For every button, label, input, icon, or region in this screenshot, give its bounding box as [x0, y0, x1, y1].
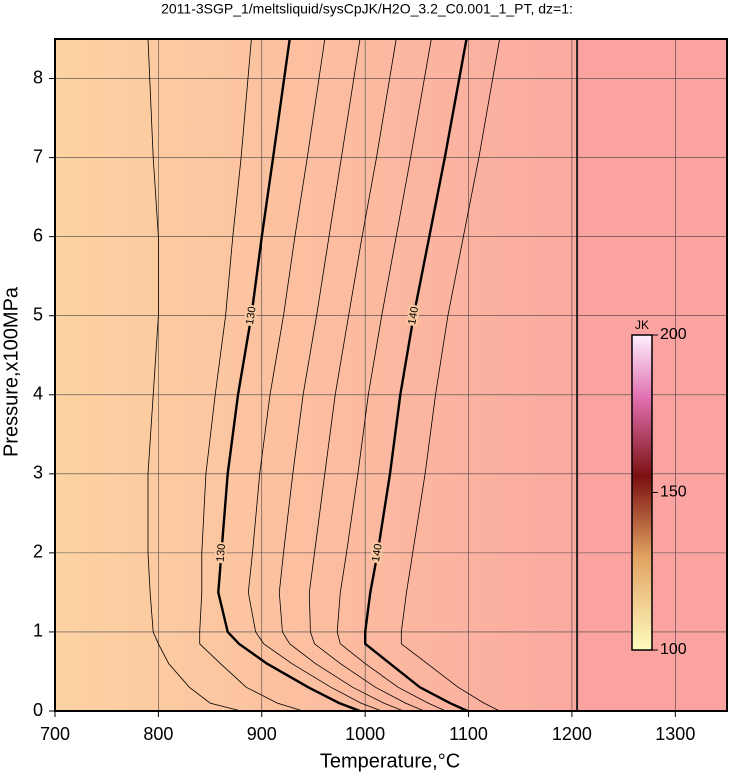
y-tick-label: 2: [33, 542, 43, 562]
contour-line: [400, 39, 500, 711]
x-tick-label: 1100: [449, 724, 488, 744]
y-tick-label: 5: [33, 304, 43, 324]
contour-line: [336, 39, 446, 711]
contour-line: [217, 39, 361, 711]
colorbar-label: JK: [635, 318, 649, 332]
x-tick-label: 1300: [655, 724, 695, 744]
colorbar-tick-label: 100: [660, 641, 687, 658]
contour-label: 130: [215, 543, 228, 562]
x-tick-label: 1000: [345, 724, 385, 744]
colorbar: [631, 334, 653, 651]
contour-label: 140: [406, 306, 421, 326]
contour-line: [364, 39, 468, 711]
y-tick-label: 7: [33, 146, 43, 166]
contour-line: [308, 39, 425, 711]
plot-area: 130 130 140 140: [55, 39, 727, 711]
chart-title: 2011-3SGP_1/meltsliquid/sysCpJK/H2O_3.2_…: [161, 1, 573, 17]
y-tick-label: 8: [33, 67, 43, 87]
contour-label: 140: [370, 543, 385, 563]
plot-frame: [54, 38, 728, 712]
contour-line: [247, 39, 382, 711]
y-tick-label: 4: [33, 384, 43, 404]
plot-background: [55, 39, 578, 711]
x-axis-label: Temperature,°C: [320, 750, 460, 772]
x-tick-label: 800: [143, 724, 173, 744]
colorbar-tick-label: 200: [660, 326, 687, 343]
y-axis-label: Pressure,x100MPa: [0, 286, 22, 457]
x-tick-label: 700: [40, 724, 70, 744]
contour-label: 130: [244, 306, 259, 326]
contour-line: [199, 39, 304, 711]
y-tick-label: 6: [33, 225, 43, 245]
colorbar-tick-label: 150: [660, 484, 687, 501]
contour-line: [147, 39, 242, 711]
y-tick-label: 0: [33, 700, 43, 720]
x-tick-label: 1200: [552, 724, 592, 744]
y-tick-label: 3: [33, 463, 43, 483]
contour-line: [278, 39, 404, 711]
x-tick-label: 900: [247, 724, 277, 744]
y-tick-label: 1: [33, 621, 43, 641]
